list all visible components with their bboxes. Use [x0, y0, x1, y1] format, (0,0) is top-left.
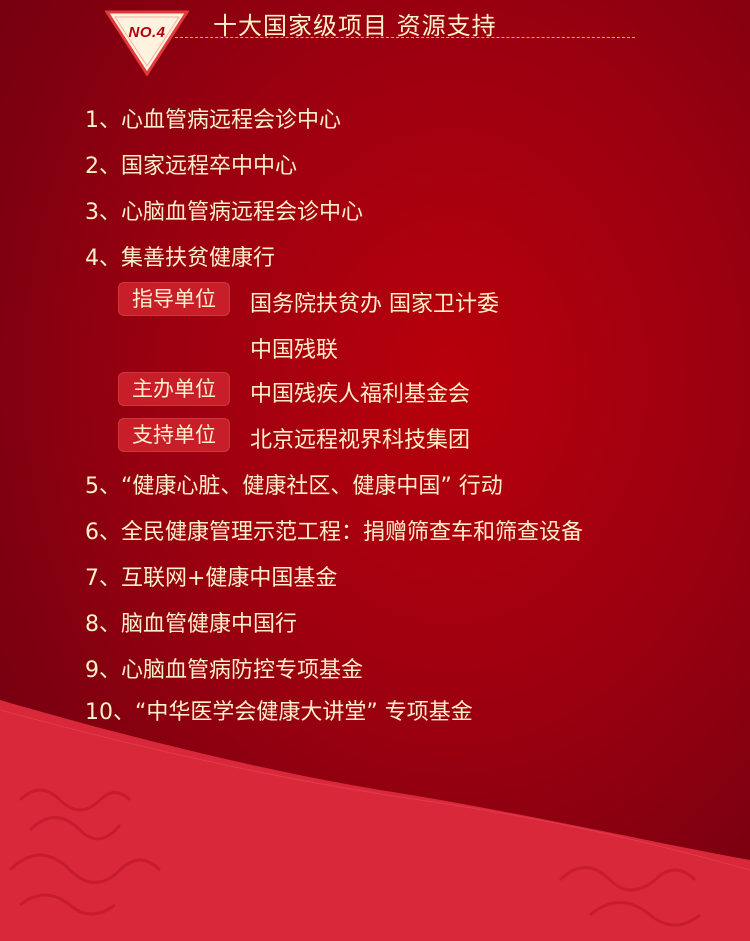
list-item: 6、全民健康管理示范工程：捐赠筛查车和筛查设备 [85, 520, 583, 545]
list-item: 5、“健康心脏、健康社区、健康中国” 行动 [85, 474, 503, 499]
list-item: 9、心脑血管病防控专项基金 [85, 658, 363, 683]
header-divider [175, 37, 635, 38]
support-unit-tag: 支持单位 [118, 418, 230, 452]
badge-number: NO.4 [128, 24, 166, 41]
header-title: 十大国家级项目 资源支持 [213, 12, 497, 40]
list-item: 8、脑血管健康中国行 [85, 612, 297, 637]
cloud-pattern-left [8, 788, 162, 916]
support-unit-value: 北京远程视界科技集团 [250, 428, 471, 453]
list-item: 1、心血管病远程会诊中心 [85, 108, 341, 133]
badge-triangle-icon [105, 10, 189, 76]
guide-unit-tag: 指导单位 [118, 282, 230, 316]
host-unit-tag: 主办单位 [118, 372, 230, 406]
guide-unit-value: 国务院扶贫办 国家卫计委 [250, 292, 499, 317]
host-unit-value: 中国残疾人福利基金会 [250, 382, 471, 407]
list-item: 10、“中华医学会健康大讲堂” 专项基金 [85, 700, 473, 725]
list-item: 3、心脑血管病远程会诊中心 [85, 200, 363, 225]
guide-unit-value-2: 中国残联 [250, 338, 339, 363]
list-item: 7、互联网+健康中国基金 [85, 566, 338, 591]
list-item: 4、集善扶贫健康行 [85, 246, 275, 271]
section-header: NO.4 十大国家级项目 资源支持 [105, 6, 635, 76]
cloud-pattern-right [558, 866, 701, 927]
list-item: 2、国家远程卒中中心 [85, 154, 297, 179]
